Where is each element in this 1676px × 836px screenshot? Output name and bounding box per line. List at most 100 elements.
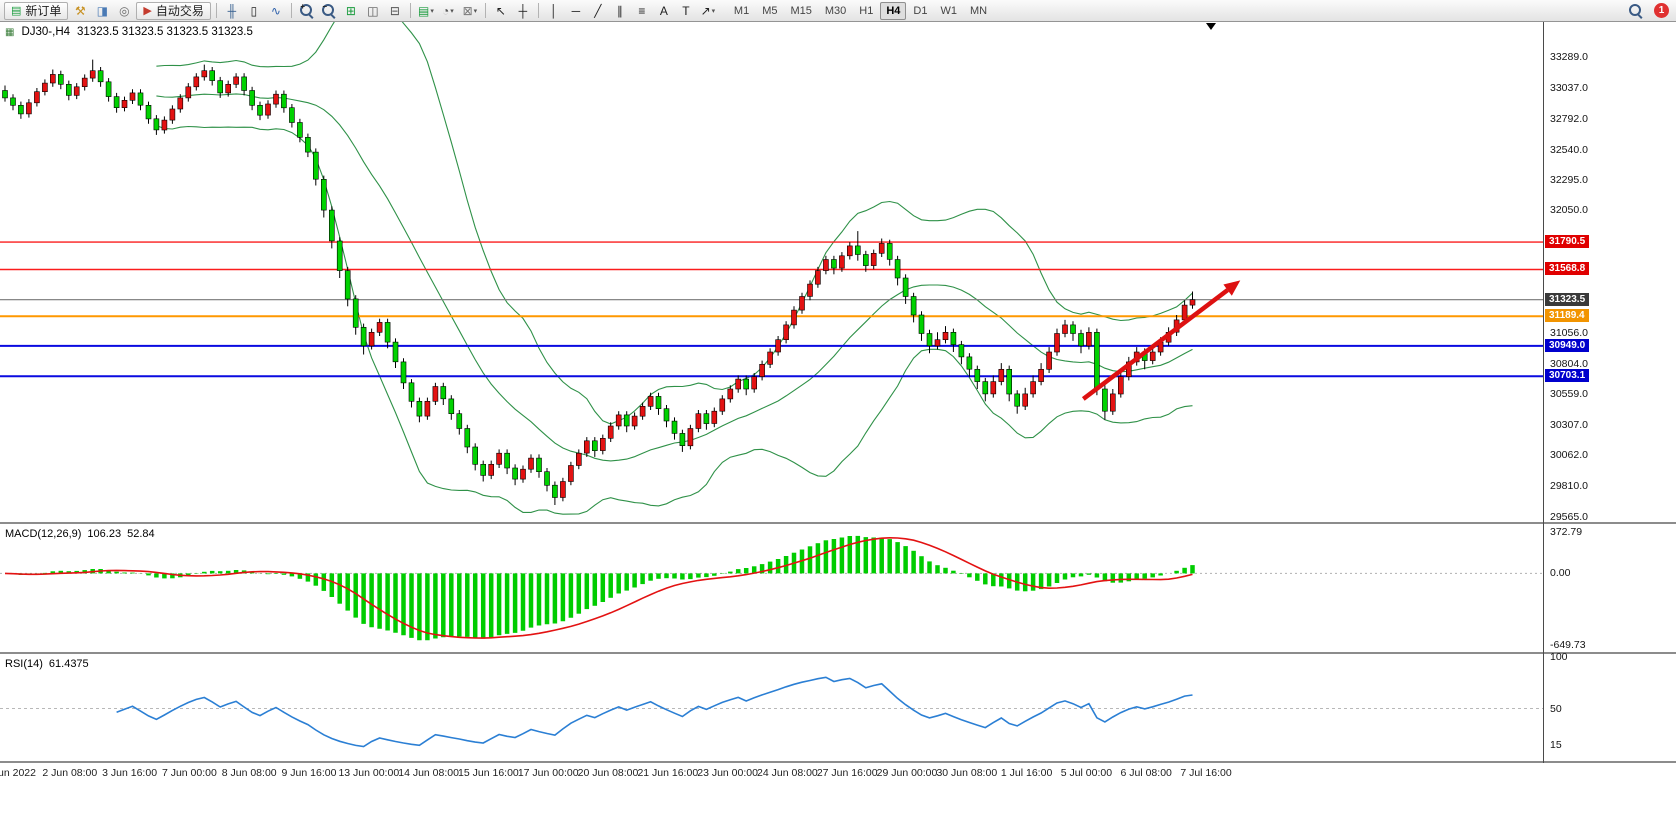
timeframe-m15[interactable]: M15 xyxy=(784,2,817,20)
bar-chart-icon[interactable]: ╫ xyxy=(227,3,237,18)
cursor-icon[interactable]: ↖ xyxy=(495,3,506,18)
period-icon[interactable]: ◔ ▾ xyxy=(442,3,454,18)
toolbar-separator xyxy=(409,3,411,18)
price-tick-label: 30559.0 xyxy=(1550,388,1588,400)
period-icon-dropdown[interactable]: ▾ xyxy=(450,7,454,15)
line-chart-icon[interactable]: ∿ xyxy=(270,3,281,18)
toolbar-right: 1 xyxy=(1625,2,1672,20)
price-lines[interactable] xyxy=(0,241,1543,378)
macd-indicator-label: MACD(12,26,9) 106.23 52.84 xyxy=(5,528,155,540)
channel-icon[interactable]: ∥ xyxy=(616,3,623,18)
auto-trading-button-label: 自动交易 xyxy=(155,4,204,18)
chart-title: ▦ DJ30-,H4 31323.5 31323.5 31323.5 31323… xyxy=(5,26,253,38)
horizontal-line-icon[interactable]: ─ xyxy=(571,3,581,18)
macd-panel xyxy=(0,535,1543,641)
price-tick-label: 32792.0 xyxy=(1550,113,1588,125)
shapes-icon[interactable]: ↗ ▾ xyxy=(700,3,716,18)
price-tick-label: 30307.0 xyxy=(1550,419,1588,431)
time-label: 21 Jun 16:00 xyxy=(637,767,699,779)
tile-windows-icon[interactable]: ⊞ xyxy=(345,3,356,18)
time-axis-splitter xyxy=(0,761,1676,763)
cascade-windows-icon[interactable]: ◫ xyxy=(367,3,379,18)
new-order-icon: ▤ xyxy=(11,5,22,17)
main-toolbar: ▤ 新订单 ⚒ ◨ ◎ ▶ 自动交易 ╫ ▯ ∿ + − ⊞ ◫ ⊟ ▤ ▾ ◔ ▾ ⊠ ▾ ↖ ┼ │ ─ ╱ ∥ ≡ A T ↗ ▾ M1 M… xyxy=(0,0,1676,22)
new-chart-icon-dropdown[interactable]: ▾ xyxy=(430,7,434,15)
time-label: 8 Jun 08:00 xyxy=(221,767,277,779)
arrange-windows-icon[interactable]: ⊟ xyxy=(389,3,400,18)
rsi-indicator-label: RSI(14) 61.4375 xyxy=(5,658,89,670)
time-label: 5 Jul 00:00 xyxy=(1060,767,1113,779)
toolbar-separator xyxy=(484,3,486,18)
label-icon[interactable]: T xyxy=(682,3,690,18)
timeframe-w1[interactable]: W1 xyxy=(934,2,963,20)
indicators-icon[interactable]: ⊠ ▾ xyxy=(462,3,478,18)
price-tick-label: 29810.0 xyxy=(1550,480,1588,492)
rsi-axis-label: 100 xyxy=(1550,651,1568,663)
timeframe-m30[interactable]: M30 xyxy=(819,2,852,20)
time-label: 15 Jun 16:00 xyxy=(458,767,519,779)
support-line-label-3: 30703.1 xyxy=(1545,369,1590,382)
macd-signal-value: 52.84 xyxy=(127,528,155,540)
price-tick-label: 29565.0 xyxy=(1550,511,1588,523)
auto-trading-button[interactable]: ▶ 自动交易 xyxy=(136,1,211,20)
macd-name: MACD(12,26,9) xyxy=(5,528,82,540)
auto-trading-icon: ▶ xyxy=(143,5,152,17)
timeframe-d1[interactable]: D1 xyxy=(907,2,933,20)
fibonacci-icon[interactable]: ≡ xyxy=(638,3,646,18)
time-label: 3 Jun 16:00 xyxy=(102,767,158,779)
price-tick-label: 30062.0 xyxy=(1550,449,1588,461)
zoom-in-icon[interactable]: + xyxy=(297,2,317,20)
indicators-icon-dropdown[interactable]: ▾ xyxy=(473,7,478,15)
price-tick-label: 33037.0 xyxy=(1550,82,1588,94)
trendline-icon[interactable]: ╱ xyxy=(594,3,602,18)
price-tick-label: 32050.0 xyxy=(1550,204,1588,216)
time-label: 1 Jun 2022 xyxy=(0,767,36,779)
timeframe-m5[interactable]: M5 xyxy=(756,2,783,20)
candlestick-chart-icon[interactable]: ▯ xyxy=(250,3,258,18)
hammer-icon[interactable]: ⚒ xyxy=(75,3,86,18)
macd-main-value: 106.23 xyxy=(87,528,122,540)
notification-badge[interactable]: 1 xyxy=(1654,3,1669,18)
chart-canvas[interactable] xyxy=(0,22,1676,836)
search-icon[interactable] xyxy=(1625,2,1645,20)
zoom-out-icon[interactable]: − xyxy=(319,2,339,20)
rsi-panel-splitter[interactable] xyxy=(0,652,1676,654)
new-order-button[interactable]: ▤ 新订单 xyxy=(4,1,69,20)
new-chart-icon[interactable]: ▤ ▾ xyxy=(417,3,434,18)
time-label: 29 Jun 00:00 xyxy=(876,767,938,779)
chart-shift-marker[interactable] xyxy=(1206,23,1216,30)
chart-ohlc-values: 31323.5 31323.5 31323.5 31323.5 xyxy=(77,26,253,38)
time-label: 2 Jun 08:00 xyxy=(42,767,98,779)
macd-axis-label: 372.79 xyxy=(1550,526,1583,538)
trend-arrow[interactable] xyxy=(1081,280,1241,401)
macd-panel-splitter[interactable] xyxy=(0,522,1676,524)
time-label: 7 Jul 16:00 xyxy=(1180,767,1232,779)
timeframe-mn[interactable]: MN xyxy=(964,2,993,20)
rsi-axis-label: 50 xyxy=(1550,703,1562,715)
time-label: 17 Jun 00:00 xyxy=(517,767,579,779)
shapes-icon-dropdown[interactable]: ▾ xyxy=(711,7,716,15)
timeframe-m1[interactable]: M1 xyxy=(728,2,755,20)
price-axis[interactable]: 33289.0 33037.0 32792.0 32540.0 32295.0 32050… xyxy=(1544,22,1676,763)
vertical-line-icon[interactable]: │ xyxy=(550,3,558,18)
time-label: 23 Jun 00:00 xyxy=(697,767,758,779)
toolbar-separator xyxy=(290,3,292,18)
timeframe-h4[interactable]: H4 xyxy=(880,1,907,20)
profile-icon[interactable]: ◨ xyxy=(96,3,109,18)
price-tick-label: 32540.0 xyxy=(1550,144,1588,156)
macd-axis-label: -649.73 xyxy=(1550,639,1586,651)
price-tick-label: 30804.0 xyxy=(1550,358,1588,370)
time-label: 1 Jul 16:00 xyxy=(1000,767,1053,779)
text-icon[interactable]: A xyxy=(659,3,668,18)
timeframe-h1[interactable]: H1 xyxy=(853,2,879,20)
sound-icon[interactable]: ◎ xyxy=(119,3,130,18)
rsi-axis-label: 15 xyxy=(1550,739,1562,751)
time-axis[interactable]: 1 Jun 2022 2 Jun 08:00 3 Jun 16:007 Jun 00… xyxy=(0,763,1676,785)
crosshair-icon[interactable]: ┼ xyxy=(518,3,528,18)
time-label: 24 Jun 08:00 xyxy=(757,767,818,779)
time-label: 14 Jun 08:00 xyxy=(398,767,459,779)
support-line-label-2: 30949.0 xyxy=(1545,339,1590,352)
chart-window[interactable]: ▦ DJ30-,H4 31323.5 31323.5 31323.5 31323… xyxy=(0,22,1676,836)
toolbar-separator xyxy=(215,3,217,18)
price-tick-label: 32295.0 xyxy=(1550,174,1588,186)
